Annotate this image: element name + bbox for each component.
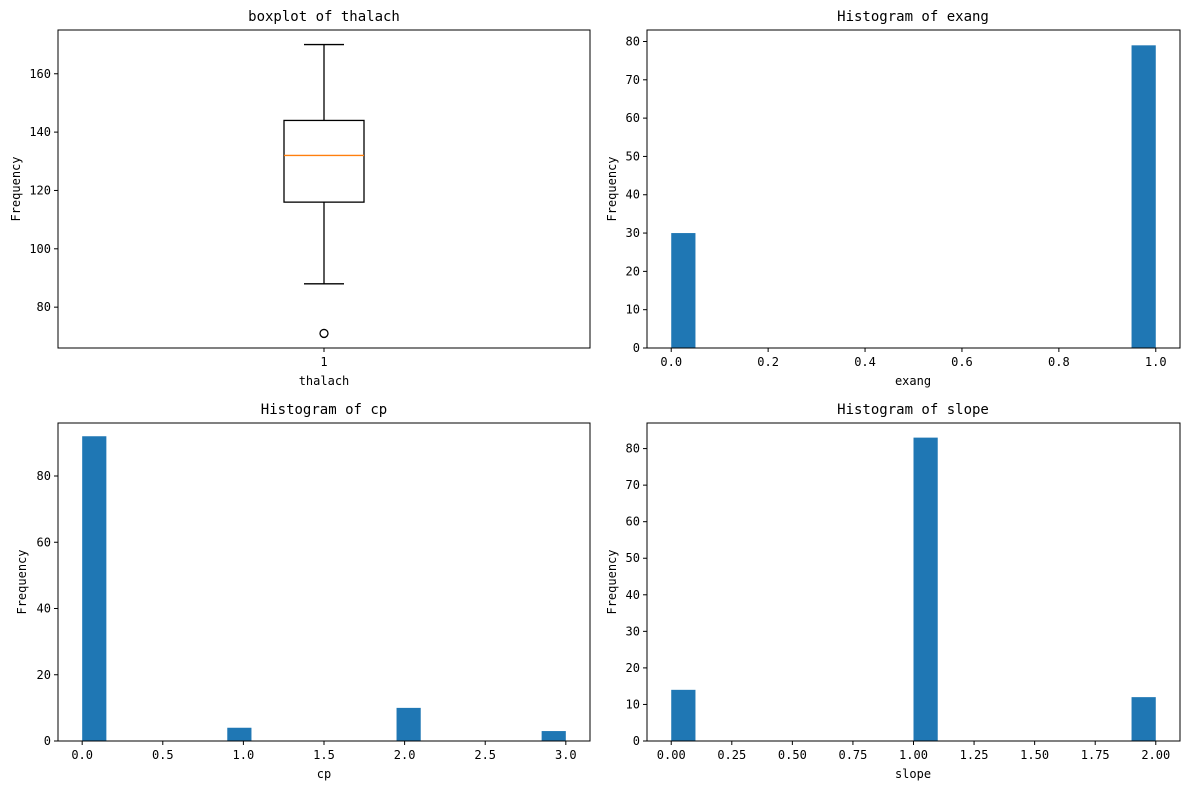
y-tick-label: 60: [626, 111, 640, 125]
x-tick-label: 2.0: [394, 748, 416, 762]
histogram-bar: [913, 437, 938, 741]
x-axis-label: cp: [317, 767, 331, 781]
x-tick-label: 0.2: [757, 355, 779, 369]
y-tick-label: 0: [44, 734, 51, 748]
y-tick-label: 20: [626, 661, 640, 675]
x-tick-label: 2.00: [1141, 748, 1170, 762]
y-tick-label: 10: [626, 303, 640, 317]
panel-histogram-cp: Histogram of cp 0 20 40 60 80 0.0 0.5 1.0 1.5 2.0…: [15, 402, 591, 781]
outlier-point: [319, 328, 329, 339]
x-axis-label: exang: [895, 374, 931, 388]
x-tick-label: 1.25: [960, 748, 989, 762]
x-tick-label: 0.75: [838, 748, 867, 762]
x-tick-label: 3.0: [555, 748, 577, 762]
x-tick-label: 0.00: [657, 748, 686, 762]
panel-boxplot-thalach: boxplot of thalach 80 100 120 140 160 1 thala…: [9, 9, 591, 388]
y-tick-label: 30: [626, 226, 640, 240]
y-tick-label: 0: [633, 341, 640, 355]
box: [283, 119, 365, 203]
axes-frame: [57, 29, 591, 349]
y-tick-label: 20: [37, 668, 51, 682]
plot-area: 0 10 20 30 40 50 60 70 80 0.0 0.2 0.4 0.6 0.8 1.0: [626, 34, 1167, 369]
y-tick-label: 100: [29, 242, 51, 256]
plot-area: 0 20 40 60 80 0.0 0.5 1.0 1.5 2.0 2.5 3.0: [37, 436, 577, 762]
axes-frame: [646, 29, 1181, 349]
y-tick-label: 40: [626, 188, 640, 202]
y-tick-label: 80: [37, 300, 51, 314]
histogram-bar: [82, 436, 107, 741]
histogram-bar: [227, 727, 252, 741]
y-tick-label: 40: [626, 588, 640, 602]
histogram-bar: [1131, 697, 1156, 741]
histogram-bar: [1131, 45, 1156, 348]
x-tick-label: 2.5: [474, 748, 496, 762]
x-tick-label: 1.0: [233, 748, 255, 762]
y-axis-label: Frequency: [15, 549, 29, 614]
y-tick-label: 10: [626, 697, 640, 711]
y-tick-label: 70: [626, 478, 640, 492]
x-axis-label: slope: [895, 767, 931, 781]
x-tick-label: 1.75: [1081, 748, 1110, 762]
y-tick-label: 60: [37, 535, 51, 549]
y-tick-label: 50: [626, 551, 640, 565]
plot-area: 0 10 20 30 40 50 60 70 80 0.00 0.25 0.50 0.75 1.00 1.2…: [626, 437, 1170, 762]
x-tick-label: 1.0: [1145, 355, 1167, 369]
x-tick-label: 0.0: [71, 748, 93, 762]
x-tick-label: 1.50: [1020, 748, 1049, 762]
y-axis-label: Frequency: [9, 156, 23, 221]
histogram-bar: [396, 707, 421, 741]
x-tick-label: 0.50: [778, 748, 807, 762]
y-tick-label: 80: [626, 442, 640, 456]
x-tick-label: 0.8: [1048, 355, 1070, 369]
histogram-bar: [671, 233, 696, 348]
y-tick-label: 120: [29, 183, 51, 197]
y-tick-label: 70: [626, 73, 640, 87]
chart-title: boxplot of thalach: [248, 9, 400, 25]
y-tick-label: 140: [29, 125, 51, 139]
y-tick-label: 80: [626, 34, 640, 48]
x-tick-label: 0.5: [152, 748, 174, 762]
x-tick-label: 0.0: [660, 355, 682, 369]
histogram-bar: [671, 689, 696, 741]
y-tick-label: 30: [626, 624, 640, 638]
x-tick-label: 0.4: [854, 355, 876, 369]
panel-histogram-slope: Histogram of slope 0 10 20 30 40 50 60 70 80 0.00…: [605, 402, 1181, 781]
histogram-bar: [541, 731, 566, 741]
x-tick-label: 1.5: [313, 748, 335, 762]
x-tick-label: 0.6: [951, 355, 973, 369]
x-axis-label: thalach: [299, 374, 350, 388]
x-tick-label: 1: [320, 355, 327, 369]
y-tick-label: 160: [29, 67, 51, 81]
y-tick-label: 0: [633, 734, 640, 748]
x-tick-label: 1.00: [899, 748, 928, 762]
axes-frame: [57, 422, 591, 742]
x-tick-label: 0.25: [717, 748, 746, 762]
axes-frame: [646, 422, 1181, 742]
plot-area: 80 100 120 140 160 1: [29, 43, 365, 369]
chart-title: Histogram of exang: [837, 9, 989, 25]
y-tick-label: 50: [626, 149, 640, 163]
y-tick-label: 80: [37, 469, 51, 483]
y-axis-label: Frequency: [605, 549, 619, 614]
y-tick-label: 40: [37, 602, 51, 616]
y-tick-label: 60: [626, 515, 640, 529]
chart-title: Histogram of slope: [837, 402, 989, 418]
y-tick-label: 20: [626, 264, 640, 278]
y-axis-label: Frequency: [605, 156, 619, 221]
chart-title: Histogram of cp: [261, 402, 387, 418]
